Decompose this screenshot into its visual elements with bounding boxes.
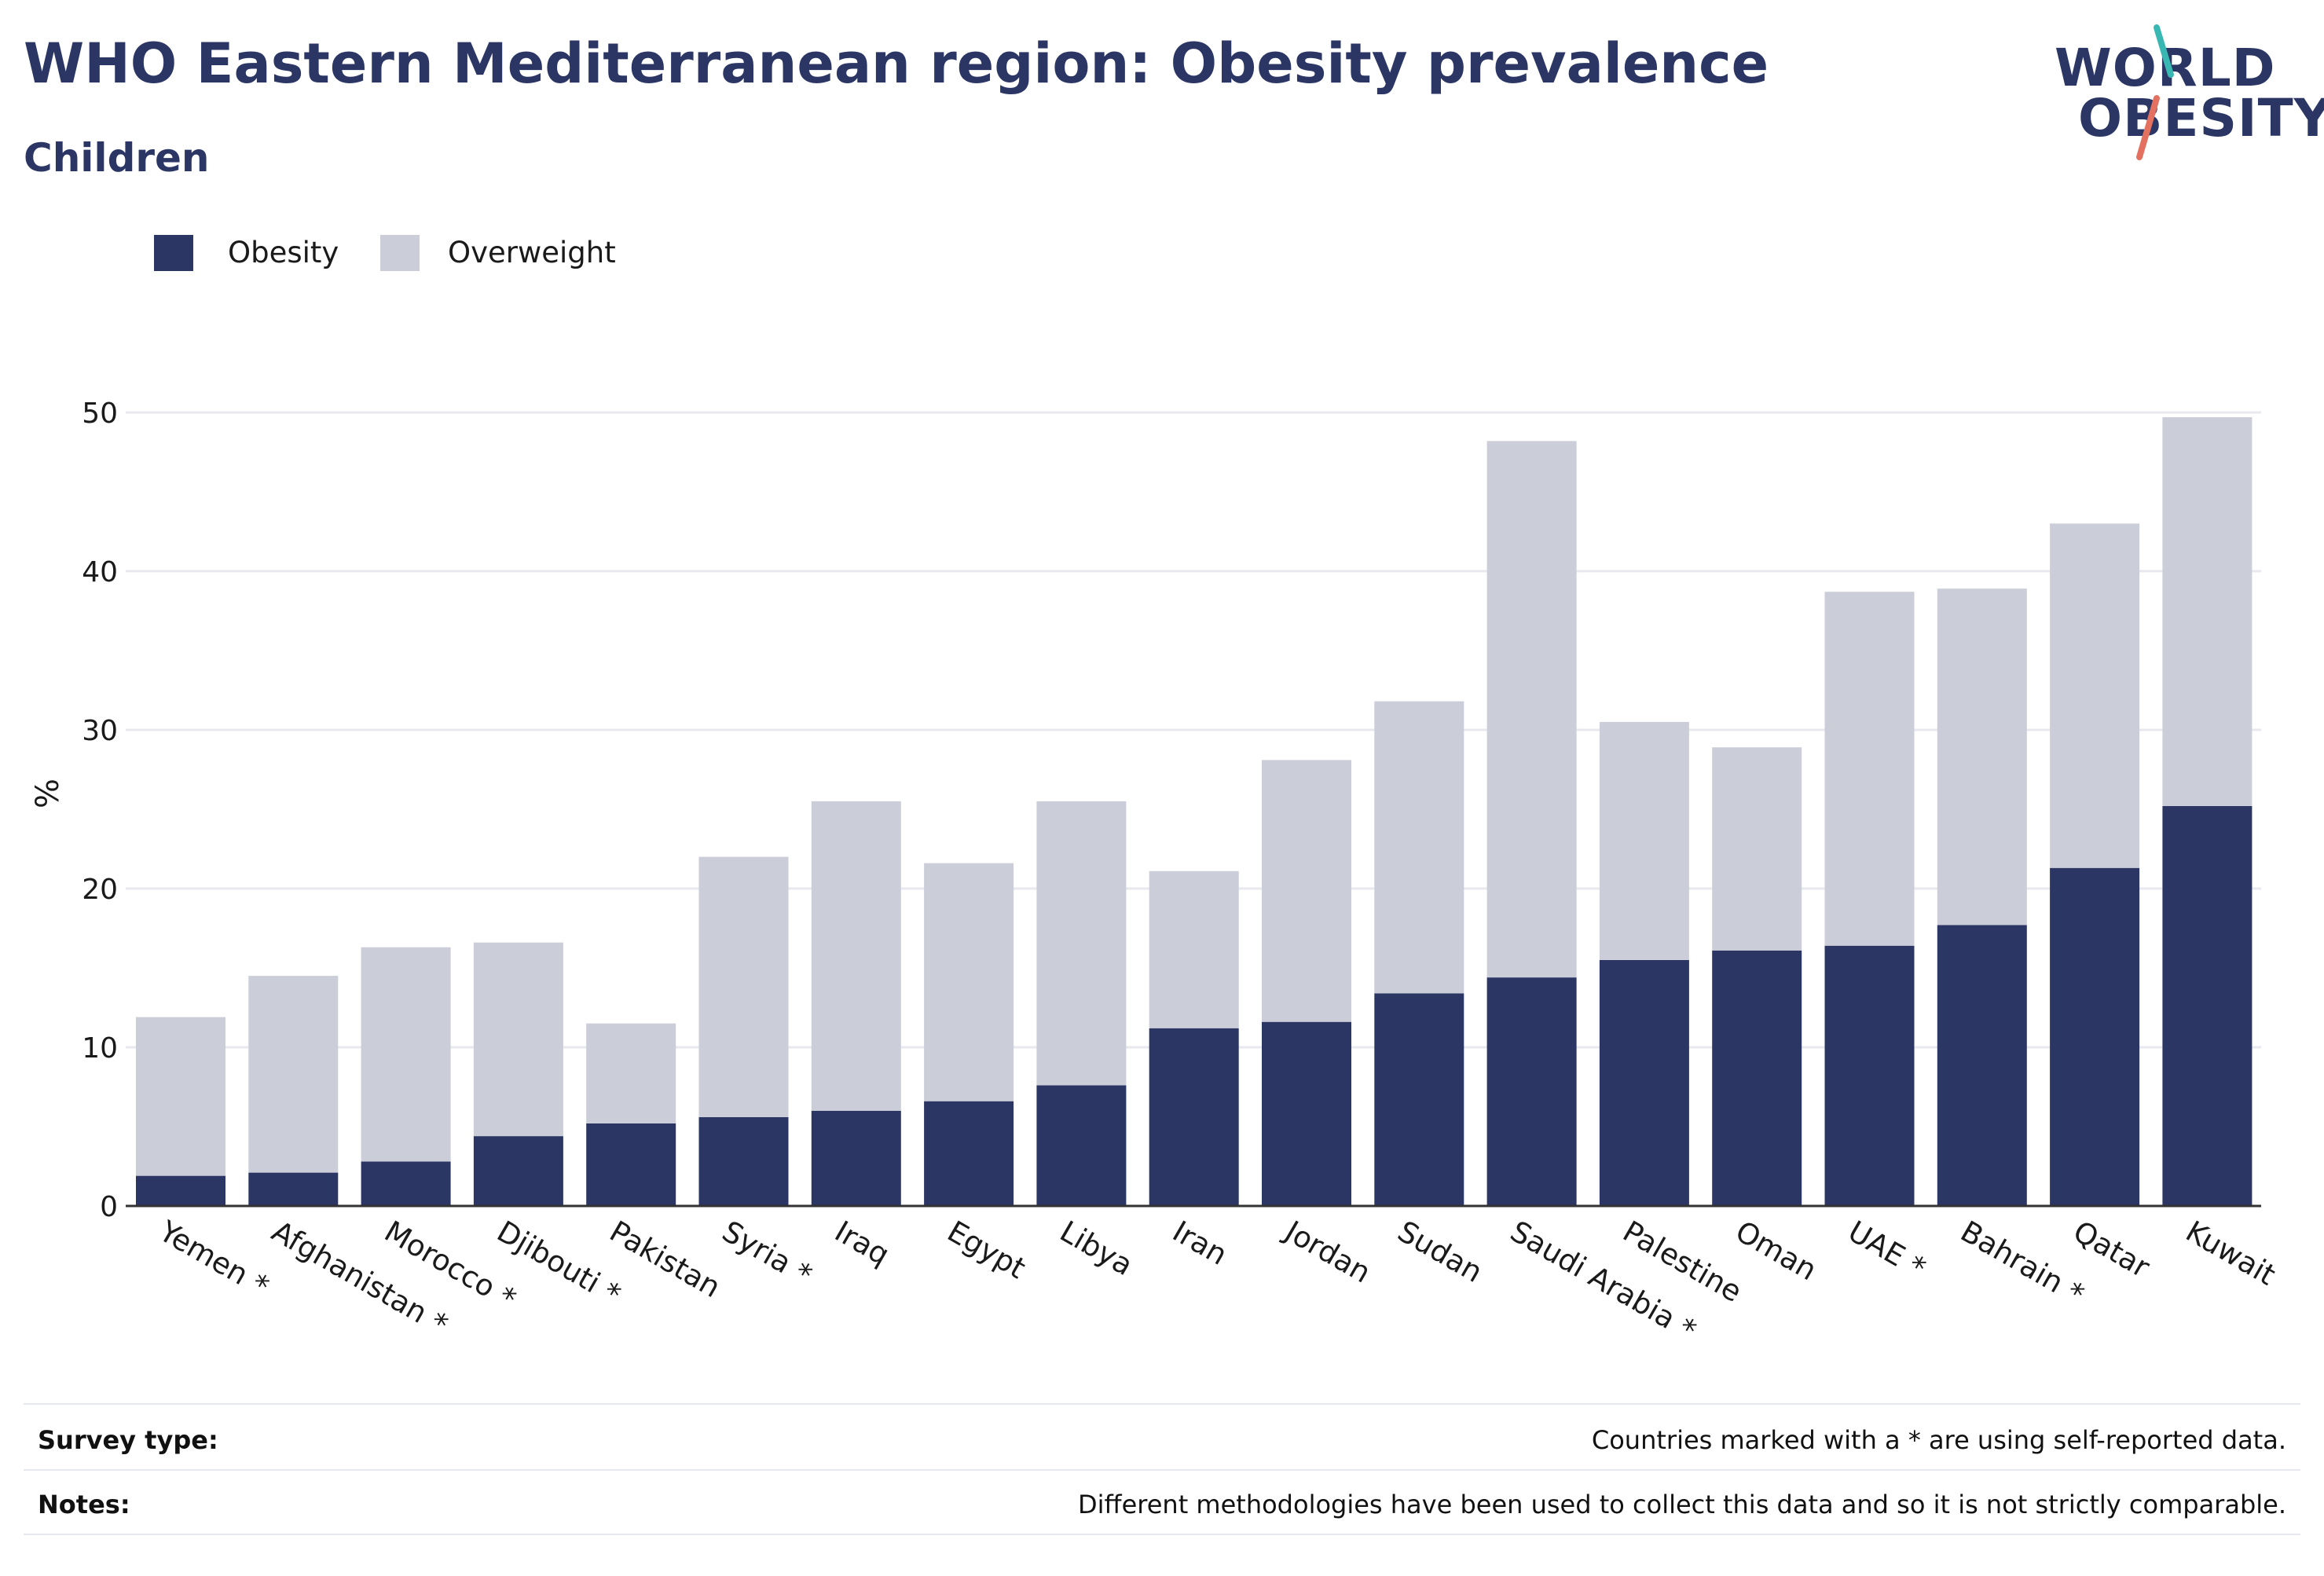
bar-obesity (1149, 1028, 1239, 1206)
bar-overweight (1599, 721, 1689, 960)
bar-obesity (1599, 959, 1689, 1206)
y-tick-label: 40 (82, 556, 118, 588)
x-tick-label: UAE * (1842, 1215, 1931, 1285)
bar-obesity (1824, 945, 1915, 1206)
bar-overweight (698, 856, 789, 1117)
bar-obesity (698, 1116, 789, 1206)
y-tick-label: 0 (100, 1191, 118, 1223)
bar-obesity (1374, 993, 1464, 1206)
bar-obesity (811, 1110, 901, 1206)
bar-obesity (586, 1123, 676, 1206)
bar-obesity (2162, 805, 2253, 1206)
y-tick-label: 30 (82, 715, 118, 747)
y-axis-label: % (30, 779, 66, 808)
x-tick-label: Qatar (2068, 1215, 2156, 1285)
y-tick-label: 20 (82, 874, 118, 906)
logo-text-line2: OBESITY (2078, 88, 2324, 148)
bar-overweight (248, 976, 339, 1173)
logo-slash-icon (2136, 24, 2174, 160)
bar-obesity (136, 1175, 225, 1206)
bar-overweight (586, 1023, 676, 1123)
y-tick-label: 10 (82, 1032, 118, 1065)
bar-obesity (1036, 1085, 1127, 1206)
bar-obesity (361, 1161, 451, 1206)
world-obesity-logo: WORLD OBESITY (2047, 24, 2324, 165)
bar-overweight (1824, 592, 1915, 946)
x-tick-label: Iran (1167, 1215, 1233, 1272)
x-tick-label: Bahrain * (1955, 1215, 2090, 1312)
y-tick-label: 50 (82, 398, 118, 430)
footer-value-survey-type: Countries marked with a * are using self… (1591, 1425, 2286, 1455)
footer-row-notes: Notes: Different methodologies have been… (24, 1472, 2300, 1535)
bar-overweight (1937, 588, 2027, 925)
bar-overweight (811, 801, 901, 1111)
bar-overweight (2162, 417, 2253, 806)
bar-overweight (473, 942, 563, 1137)
footer-divider (24, 1403, 2300, 1405)
bar-overweight (136, 1017, 225, 1176)
bar-obesity (1712, 950, 1802, 1206)
x-tick-label: Egypt (942, 1215, 1032, 1286)
x-tick-label: Sudan (1392, 1215, 1488, 1290)
x-tick-label: Saudi Arabia * (1505, 1215, 1702, 1348)
legend-label-obesity: Obesity (228, 236, 339, 269)
bar-overweight (1036, 801, 1127, 1086)
bar-overweight (1262, 760, 1351, 1022)
legend-swatch-obesity (154, 235, 193, 271)
footer-key-survey-type: Survey type: (38, 1425, 218, 1455)
bar-obesity (1262, 1021, 1351, 1206)
bar-obesity (924, 1101, 1014, 1206)
bar-obesity (1486, 977, 1577, 1206)
bar-overweight (1374, 701, 1464, 994)
x-tick-label: Oman (1730, 1215, 1823, 1288)
bars (136, 417, 2253, 1206)
x-tick-label: Pakistan (604, 1215, 727, 1305)
chart-title: WHO Eastern Mediterranean region: Obesit… (24, 31, 1769, 96)
bar-overweight (361, 947, 451, 1162)
bar-obesity (2050, 867, 2140, 1206)
bar-overweight (2050, 523, 2140, 868)
x-tick-label: Jordan (1278, 1214, 1376, 1290)
bar-obesity (1937, 925, 2027, 1206)
bar-overweight (1486, 441, 1577, 978)
footer-value-notes: Different methodologies have been used t… (1078, 1490, 2286, 1519)
chart-subtitle: Children (24, 135, 210, 181)
x-tick-label: Yemen * (153, 1214, 275, 1303)
bar-obesity (473, 1136, 563, 1206)
legend-label-overweight: Overweight (448, 236, 616, 269)
footer-divider (24, 1534, 2300, 1535)
footer-key-notes: Notes: (38, 1490, 130, 1519)
x-tick-label: Kuwait (2180, 1215, 2282, 1292)
bar-overweight (924, 863, 1014, 1101)
bar-obesity (248, 1172, 339, 1206)
x-tick-label: Syria * (717, 1215, 818, 1292)
footer-row-survey-type: Survey type: Countries marked with a * a… (24, 1408, 2300, 1471)
x-tick-label: Iraq (829, 1215, 895, 1272)
bar-overweight (1712, 747, 1802, 951)
legend-swatch-overweight (380, 235, 420, 271)
bar-overweight (1149, 870, 1239, 1028)
x-tick-label: Libya (1054, 1215, 1138, 1283)
footer-divider (24, 1469, 2300, 1471)
